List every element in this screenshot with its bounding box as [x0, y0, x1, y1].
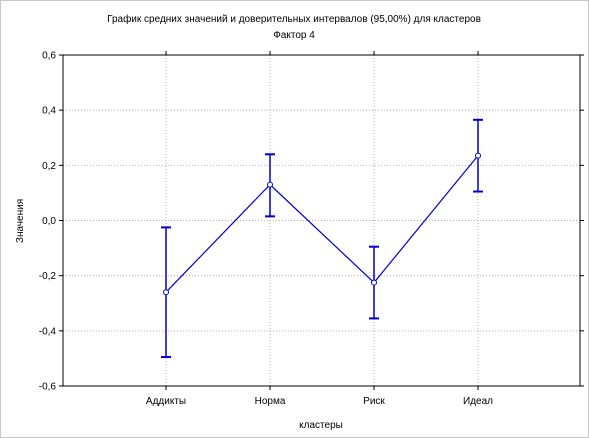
data-point — [163, 289, 169, 296]
y-tick-label: -0,6 — [39, 382, 57, 393]
x-tick-label: Риск — [363, 396, 385, 407]
y-tick-label: 0,2 — [42, 161, 56, 172]
data-point — [475, 152, 481, 159]
y-tick-label: -0,4 — [39, 326, 57, 337]
x-tick-label: Норма — [255, 396, 286, 407]
series-line — [165, 155, 479, 293]
data-point — [371, 279, 377, 286]
y-tick-label: 0,0 — [42, 216, 56, 227]
x-axis-ticks: Аддикты Норма Риск Идеал — [146, 51, 493, 407]
y-tick-label: -0,2 — [39, 271, 57, 282]
chart-title: График средних значений и доверительных … — [107, 13, 481, 25]
grid — [63, 55, 580, 386]
x-tick-label: Аддикты — [146, 396, 186, 407]
y-tick-label: 0,4 — [42, 106, 56, 117]
y-axis-label: Значения — [15, 199, 26, 243]
y-axis-ticks: -0,6 -0,4 -0,2 0,0 0,2 0,4 0,6 — [39, 51, 584, 393]
chart-subtitle: Фактор 4 — [273, 30, 315, 41]
series-mean — [161, 118, 483, 359]
data-point — [267, 181, 273, 188]
y-tick-label: 0,6 — [42, 51, 56, 62]
x-tick-label: Идеал — [463, 396, 493, 407]
x-axis-label: кластеры — [299, 420, 343, 431]
